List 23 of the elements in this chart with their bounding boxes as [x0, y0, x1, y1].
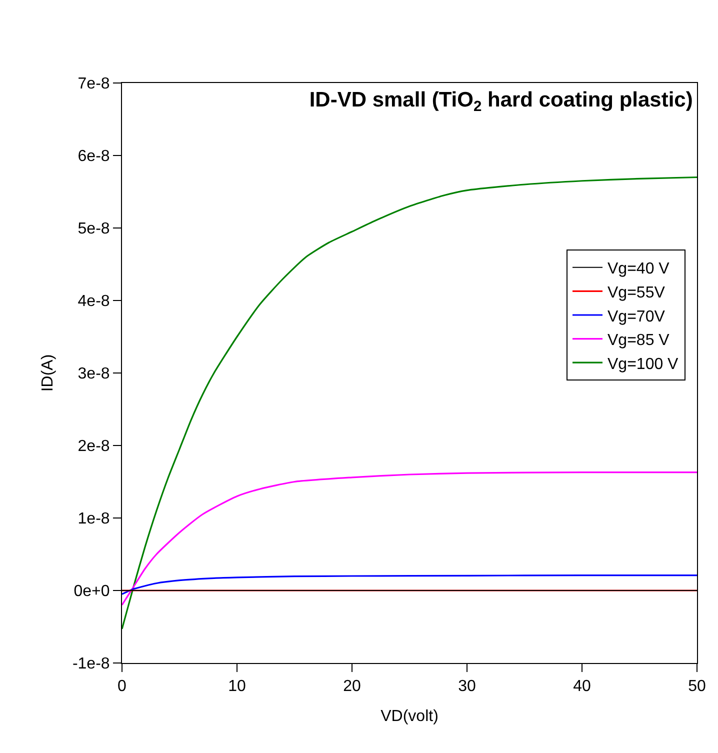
y-axis-title: ID(A) — [39, 354, 56, 392]
x-tick-label: 0 — [118, 678, 127, 696]
x-axis-title: VD(volt) — [380, 708, 438, 725]
legend-label: Vg=40 V — [608, 260, 670, 278]
y-tick-label: 0e+0 — [74, 583, 110, 600]
legend-label: Vg=100 V — [608, 356, 679, 373]
y-tick-label: 4e-8 — [78, 293, 110, 310]
x-tick-label: 40 — [573, 678, 591, 696]
y-tick-label: 2e-8 — [78, 438, 110, 456]
y-tick-label: 5e-8 — [78, 220, 110, 238]
x-tick-label: 20 — [343, 678, 361, 696]
legend-label: Vg=55V — [608, 284, 666, 302]
y-tick-label: -1e-8 — [72, 656, 110, 673]
y-tick-label: 6e-8 — [78, 148, 110, 166]
legend-label: Vg=70V — [608, 308, 666, 326]
x-tick-label: 10 — [228, 678, 246, 696]
y-tick-label: 1e-8 — [78, 510, 110, 528]
chart-title: ID-VD small (TiO$_{2}$ hard coating plastic) — [309, 88, 693, 116]
y-tick-label: 3e-8 — [78, 366, 110, 383]
legend-label: Vg=85 V — [608, 332, 670, 350]
x-tick-label: 30 — [458, 678, 476, 696]
x-tick-label: 50 — [688, 678, 706, 696]
y-tick-label: 7e-8 — [78, 76, 110, 93]
